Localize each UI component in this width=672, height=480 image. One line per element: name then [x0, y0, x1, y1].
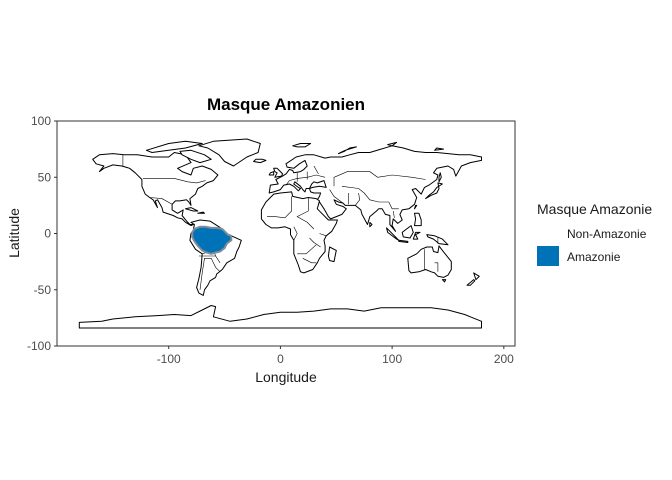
- land-sri-lanka: [369, 221, 373, 228]
- country-border: [319, 233, 327, 237]
- land-eurasia: [268, 145, 482, 232]
- land-hispaniola: [197, 211, 205, 214]
- country-border: [267, 196, 292, 219]
- x-tick-label: 0: [277, 352, 284, 366]
- y-axis-ticks: 100 50 0 -50 -100: [27, 114, 57, 353]
- amazon-region: [191, 225, 233, 255]
- legend: Masque Amazonie Non-Amazonie Amazonie: [537, 201, 652, 266]
- country-border: [434, 262, 439, 272]
- country-border: [341, 186, 389, 203]
- land-japan: [425, 182, 443, 200]
- land-new-siberian: [434, 147, 444, 151]
- land-britain: [273, 167, 284, 178]
- plot-panel: [56, 120, 516, 347]
- y-tick-label: 100: [31, 114, 51, 128]
- country-border: [199, 258, 221, 290]
- country-border: [392, 210, 395, 218]
- legend-label-amazonie: Amazonie: [567, 250, 621, 264]
- y-axis-label: Latitude: [6, 208, 22, 258]
- land-philippines: [414, 212, 422, 227]
- chart-title: Masque Amazonien: [207, 95, 365, 114]
- x-axis-ticks: -100 0 100 200: [157, 346, 514, 366]
- legend-label-non-amazonie: Non-Amazonie: [567, 227, 647, 241]
- land-novaya-zemlya: [338, 146, 357, 155]
- land-north-america: [92, 152, 219, 227]
- land-tasmania: [441, 279, 447, 283]
- land-antarctica: [78, 305, 482, 329]
- y-tick-label: 0: [44, 227, 51, 241]
- land-java: [398, 239, 409, 243]
- country-border: [149, 197, 173, 205]
- amazon-mask-area: [191, 225, 233, 255]
- x-tick-label: 100: [382, 352, 402, 366]
- legend-key-non-amazonie: [537, 224, 559, 244]
- country-border: [293, 226, 298, 241]
- country-border: [296, 197, 315, 230]
- x-axis-label: Longitude: [255, 369, 317, 385]
- land-taiwan: [414, 204, 418, 210]
- land-new-guinea: [426, 234, 449, 246]
- country-border: [313, 165, 319, 175]
- land-madagascar: [327, 246, 337, 263]
- country-border: [302, 258, 317, 264]
- x-tick-label: -100: [157, 352, 181, 366]
- country-border: [355, 192, 361, 206]
- land-australia: [407, 245, 452, 278]
- land-sulawesi: [412, 231, 421, 240]
- country-border: [309, 237, 321, 248]
- land-sumatra: [386, 227, 400, 241]
- land-severnaya: [387, 141, 398, 147]
- country-border: [333, 171, 426, 187]
- country-border: [388, 201, 399, 210]
- x-tick-label: 200: [494, 352, 514, 366]
- y-tick-label: -50: [34, 283, 52, 297]
- country-border: [297, 244, 317, 255]
- land-africa: [260, 191, 338, 274]
- land-new-zealand-s: [466, 279, 476, 286]
- country-border: [329, 189, 344, 204]
- land-ireland: [268, 171, 275, 176]
- land-borneo: [401, 225, 414, 239]
- legend-key-amazonie: [537, 246, 559, 266]
- y-tick-label: 50: [38, 170, 52, 184]
- land-cuba: [185, 207, 199, 212]
- land-sakhalin: [438, 172, 442, 183]
- land-greenland: [198, 138, 261, 167]
- land-arctic-isles: [145, 140, 203, 153]
- land-svalbard: [292, 143, 312, 148]
- land-iceland: [253, 158, 267, 164]
- land-baffin: [179, 149, 212, 164]
- country-border: [143, 178, 206, 184]
- country-border: [285, 174, 326, 186]
- legend-title: Masque Amazonie: [537, 201, 652, 217]
- land-new-zealand-n: [473, 272, 480, 281]
- y-tick-label: -100: [27, 339, 51, 353]
